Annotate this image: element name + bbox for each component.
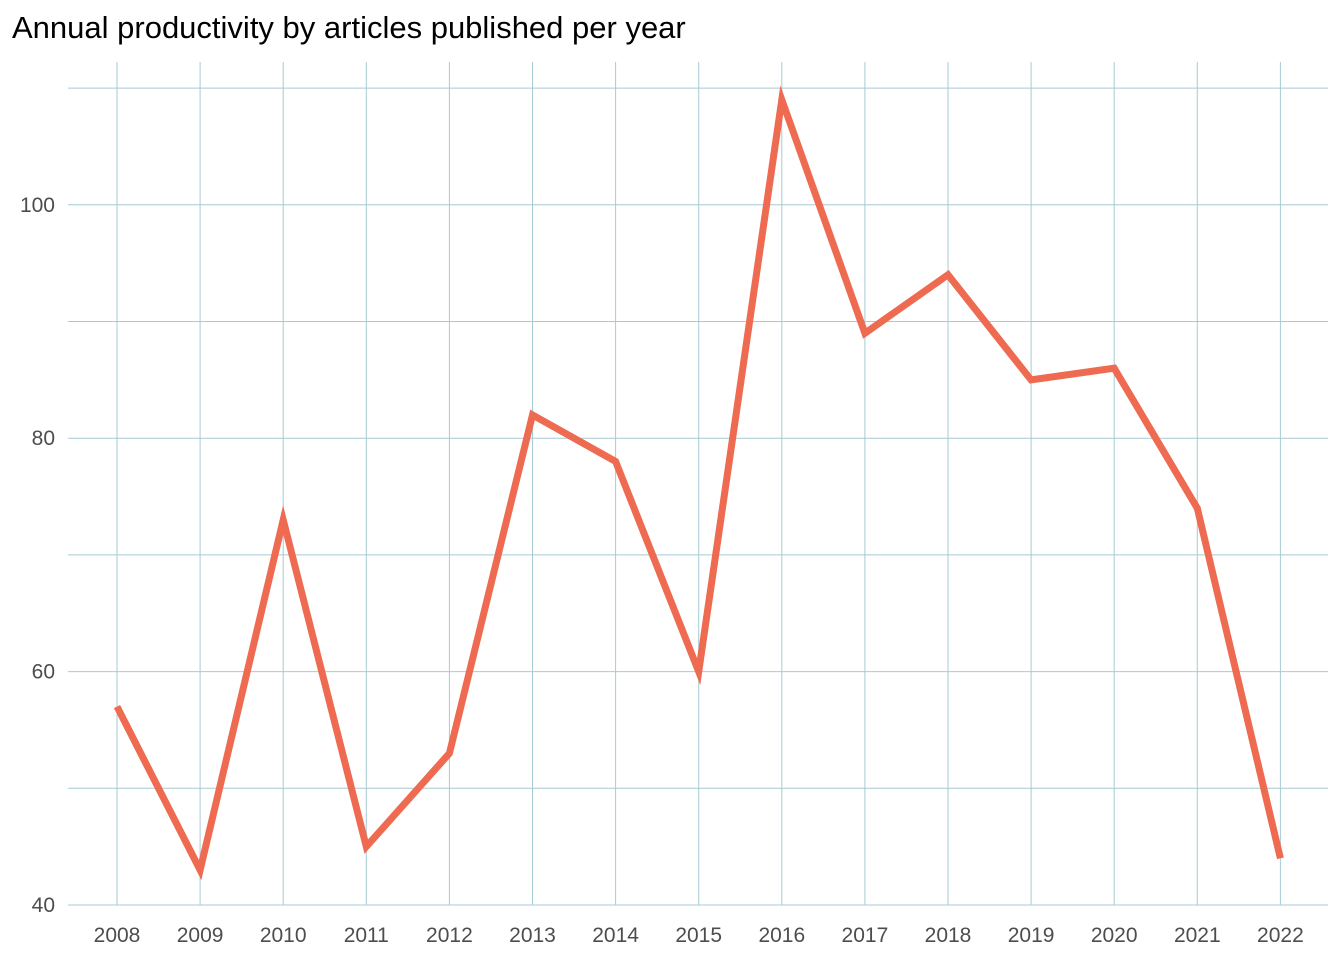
x-tick-label: 2013 xyxy=(509,924,556,947)
y-tick-label: 100 xyxy=(20,194,55,217)
x-tick-label: 2021 xyxy=(1174,924,1221,947)
x-tick-label: 2012 xyxy=(426,924,473,947)
x-tick-label: 2008 xyxy=(94,924,141,947)
chart-title: Annual productivity by articles publishe… xyxy=(12,10,686,45)
y-axis-tick-labels: 40 60 80 100 xyxy=(20,194,55,917)
x-tick-label: 2016 xyxy=(758,924,805,947)
x-tick-label: 2017 xyxy=(842,924,889,947)
x-tick-label: 2014 xyxy=(592,924,639,947)
x-tick-label: 2009 xyxy=(177,924,224,947)
data-points xyxy=(116,99,1281,871)
x-tick-label: 2019 xyxy=(1008,924,1055,947)
x-axis-tick-labels: 2008 2009 2010 2011 2012 2013 2014 2015 2016 2017… xyxy=(94,924,1304,947)
x-tick-label: 2010 xyxy=(260,924,307,947)
x-tick-label: 2020 xyxy=(1091,924,1138,947)
y-tick-label: 80 xyxy=(32,427,55,450)
x-tick-label: 2018 xyxy=(925,924,972,947)
x-tick-label: 2022 xyxy=(1257,924,1304,947)
y-tick-label: 60 xyxy=(32,661,55,684)
grid-lines xyxy=(68,62,1328,906)
x-tick-label: 2011 xyxy=(344,924,389,947)
y-tick-label: 40 xyxy=(32,894,55,917)
x-tick-label: 2015 xyxy=(675,924,722,947)
